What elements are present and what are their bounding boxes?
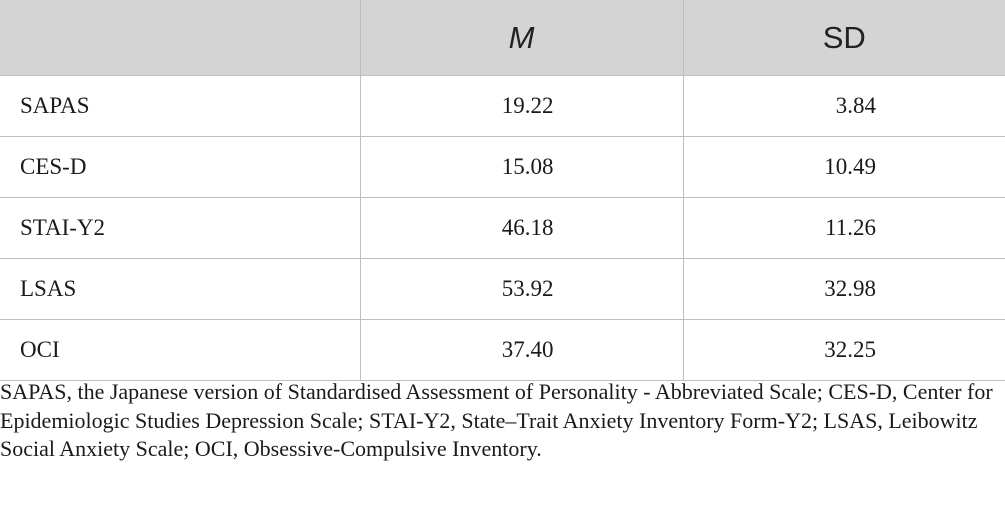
mean-value: 53.92 — [359, 258, 683, 320]
mean-value: 37.40 — [359, 319, 683, 381]
row-label: OCI — [0, 319, 360, 381]
header-cell-label — [0, 0, 360, 76]
mean-value: 19.22 — [359, 75, 683, 137]
table-header: M SD — [0, 0, 1005, 76]
table-row: SAPAS 19.22 3.84 — [0, 75, 1005, 137]
row-label: LSAS — [0, 258, 360, 320]
sd-value: 10.49 — [682, 136, 1005, 198]
row-label: SAPAS — [0, 75, 360, 137]
row-label: CES-D — [0, 136, 360, 198]
sd-value: 32.25 — [682, 319, 1005, 381]
sd-value: 11.26 — [682, 197, 1005, 259]
table-row: CES-D 15.08 10.49 — [0, 136, 1005, 198]
row-label: STAI-Y2 — [0, 197, 360, 259]
sd-value: 32.98 — [682, 258, 1005, 320]
mean-value: 15.08 — [359, 136, 683, 198]
table-row: LSAS 53.92 32.98 — [0, 258, 1005, 320]
mean-value: 46.18 — [359, 197, 683, 259]
header-cell-sd: SD — [682, 0, 1005, 76]
table-row: OCI 37.40 32.25 — [0, 319, 1005, 381]
table-row: STAI-Y2 46.18 11.26 — [0, 197, 1005, 259]
descriptive-statistics-table: M SD SAPAS 19.22 3.84 CES-D 15.08 10.49 … — [0, 0, 1005, 381]
table-footnote: SAPAS, the Japanese version of Standardi… — [0, 379, 993, 461]
header-cell-mean: M — [359, 0, 683, 76]
sd-value: 3.84 — [682, 75, 1005, 137]
table-body: SAPAS 19.22 3.84 CES-D 15.08 10.49 STAI-… — [0, 75, 1005, 381]
header-row: M SD — [0, 0, 1005, 76]
descriptive-statistics-table-container: M SD SAPAS 19.22 3.84 CES-D 15.08 10.49 … — [0, 0, 1005, 381]
